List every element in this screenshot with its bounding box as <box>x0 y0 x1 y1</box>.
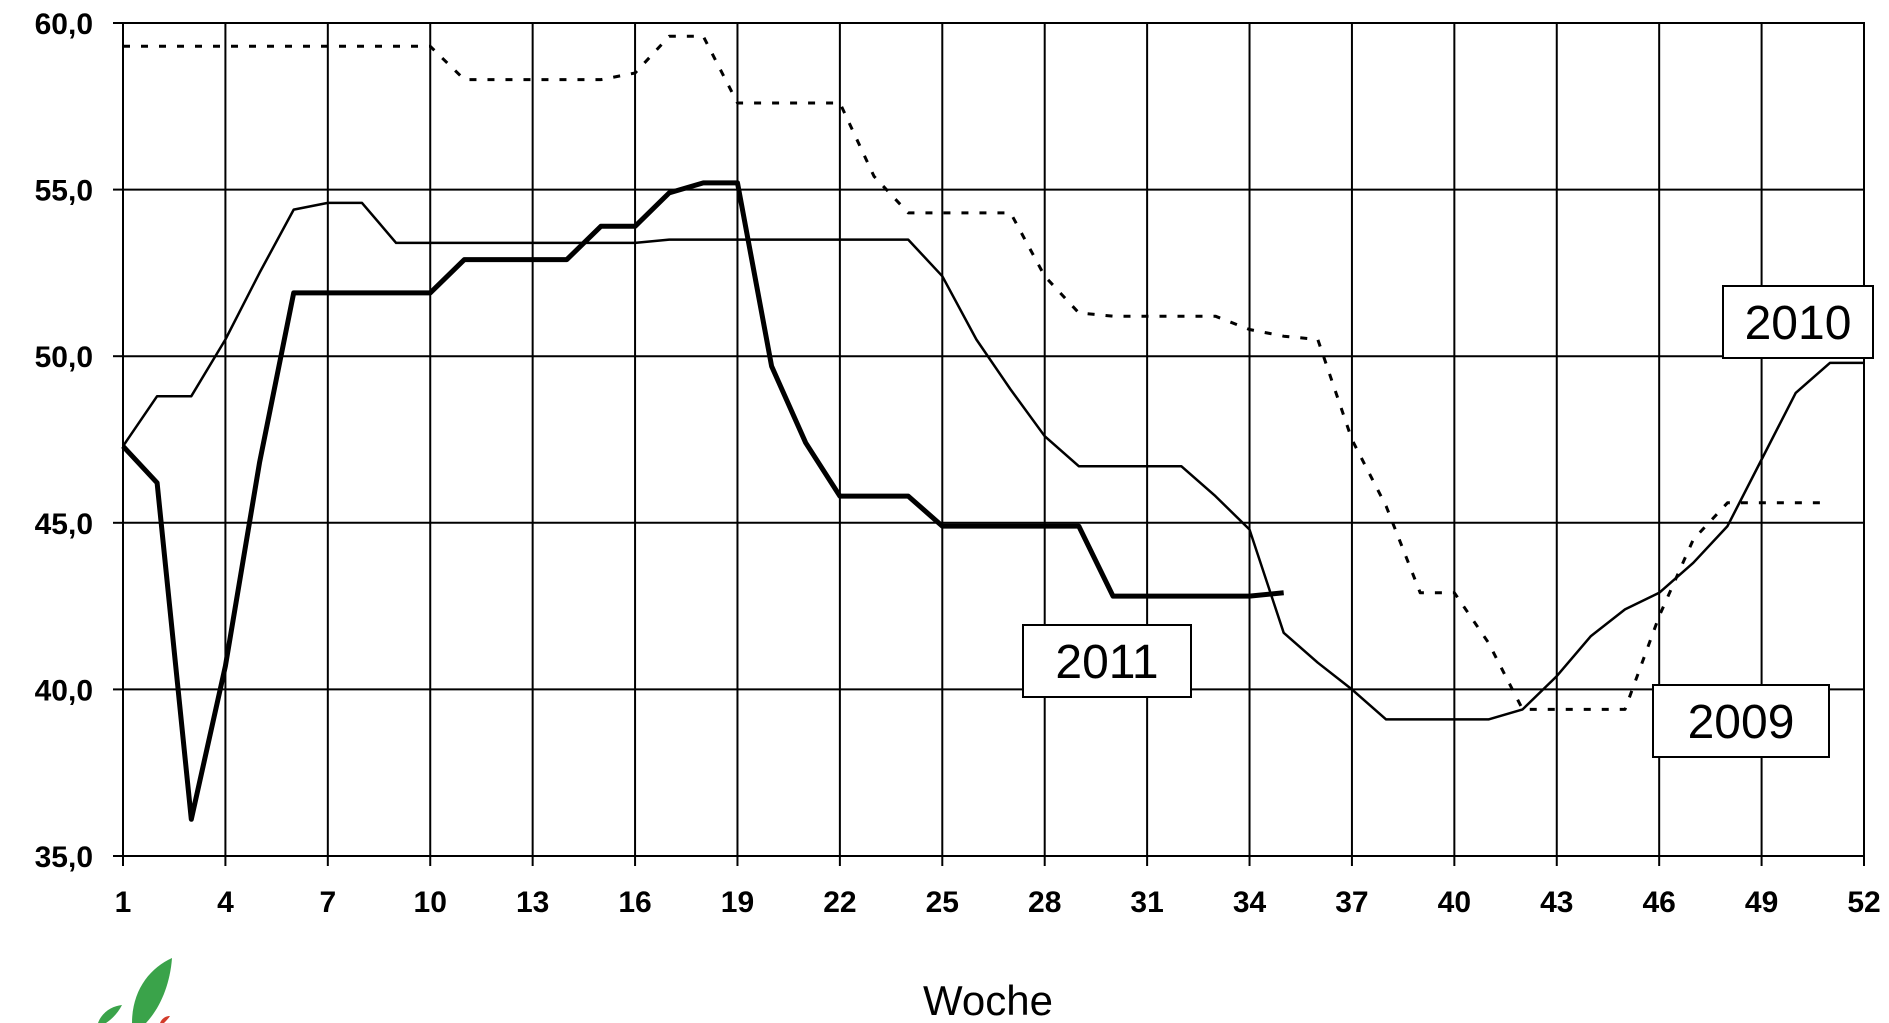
series-label-text: 2009 <box>1688 696 1795 749</box>
y-tick-label: 35,0 <box>35 841 93 874</box>
plot-frame <box>122 22 1865 857</box>
chart-grid <box>122 22 1865 857</box>
x-tick-label: 16 <box>618 886 651 919</box>
x-tick-label: 28 <box>1028 886 1061 919</box>
x-tick-label: 1 <box>115 886 132 919</box>
y-tick-label: 40,0 <box>35 674 93 707</box>
series-label-text: 2011 <box>1055 636 1158 689</box>
series-label-2009: 2009 <box>1652 684 1830 758</box>
series-line-2010 <box>121 201 1864 721</box>
y-tick-label: 60,0 <box>35 8 93 41</box>
series-label-2011: 2011 <box>1022 624 1192 698</box>
y-tick-label: 50,0 <box>35 341 93 374</box>
x-tick-label: 10 <box>414 886 447 919</box>
x-tick-label: 49 <box>1745 886 1778 919</box>
x-tick-label: 34 <box>1233 886 1267 919</box>
chart-axes <box>113 22 1865 866</box>
series-label-2010: 2010 <box>1722 285 1874 359</box>
x-tick-label: 52 <box>1847 886 1880 919</box>
x-tick-label: 13 <box>516 886 549 919</box>
series-labels: 2010 2011 2009 <box>1022 285 1874 758</box>
x-tick-label: 43 <box>1540 886 1573 919</box>
x-tick-label: 22 <box>823 886 856 919</box>
x-tick-label: 7 <box>319 886 336 919</box>
y-axis-ticks: 35,0 40,0 45,0 50,0 55,0 60,0 <box>35 8 93 874</box>
series-layer <box>121 34 1864 822</box>
x-axis-title: Woche <box>923 977 1053 1023</box>
logo-leaf-icon <box>98 958 172 1023</box>
series-label-text: 2010 <box>1745 297 1852 350</box>
x-tick-label: 31 <box>1130 886 1163 919</box>
series-line-2011 <box>121 180 1284 822</box>
x-tick-label: 4 <box>217 886 234 919</box>
y-tick-label: 45,0 <box>35 508 93 541</box>
x-tick-label: 25 <box>926 886 959 919</box>
x-axis-ticks: 1 4 7 10 13 16 19 22 25 28 31 34 37 40 43 46 49 52 <box>115 886 1881 919</box>
x-tick-label: 37 <box>1335 886 1368 919</box>
x-tick-label: 19 <box>721 886 754 919</box>
x-tick-label: 46 <box>1642 886 1675 919</box>
series-label-box <box>1022 624 1192 698</box>
x-tick-label: 40 <box>1438 886 1471 919</box>
series-label-box <box>1652 684 1830 758</box>
series-label-box <box>1722 285 1874 359</box>
y-tick-label: 55,0 <box>35 175 93 208</box>
series-line-2009 <box>123 34 1830 711</box>
